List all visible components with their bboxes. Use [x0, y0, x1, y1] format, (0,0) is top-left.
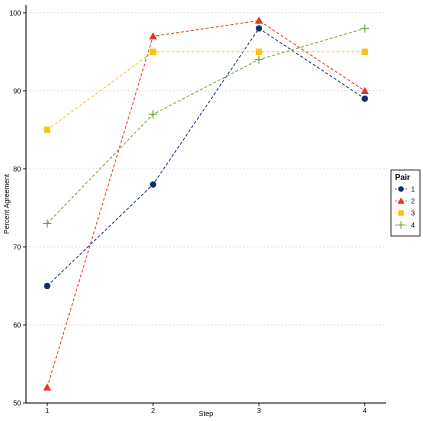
grid: [26, 12, 386, 404]
legend-label: 2: [411, 199, 415, 206]
legend-item-4: 4: [395, 221, 415, 230]
axes: [25, 5, 386, 404]
data-point-series-3: [43, 126, 51, 134]
series-4: [43, 24, 369, 228]
x-tick-label: 4: [363, 408, 367, 415]
series-2: [43, 16, 369, 391]
legend-marker: [397, 221, 405, 229]
data-point-series-2: [360, 86, 369, 95]
y-axis-title: Percent Agreement: [4, 174, 11, 234]
legend-marker: [398, 186, 404, 192]
legend: Pair 1 2 3 4: [390, 169, 421, 237]
legend-title: Pair: [395, 173, 410, 182]
data-point-series-4: [43, 219, 52, 228]
legend-item-1: 1: [395, 186, 415, 194]
legend-marker: [397, 197, 405, 204]
data-point-series-1: [255, 25, 263, 32]
x-axis-title: Step: [199, 411, 214, 418]
data-point-series-1: [43, 282, 51, 290]
series-line-1: [46, 27, 366, 287]
data-point-series-3: [149, 48, 157, 56]
legend-items: 1 2 3 4: [395, 186, 415, 230]
data-point-series-1: [149, 181, 157, 188]
data-point-series-2: [149, 32, 158, 40]
y-tick-label: 50: [13, 401, 21, 408]
x-tick-label: 2: [151, 408, 155, 415]
data-point-series-1: [361, 95, 369, 102]
series-3: [43, 48, 369, 134]
x-tick-label: 1: [45, 408, 49, 415]
y-tick-label: 60: [13, 322, 21, 329]
legend-item-2: 2: [395, 197, 415, 206]
data-point-series-2: [254, 16, 263, 24]
y-tick-label: 70: [13, 244, 21, 251]
data-point-series-4: [148, 110, 158, 119]
data-point-series-3: [361, 48, 369, 56]
series-line-2: [46, 20, 366, 388]
data-point-series-3: [255, 48, 263, 56]
legend-item-3: 3: [395, 210, 415, 218]
series: [43, 16, 369, 391]
data-point-series-4: [360, 24, 369, 33]
series-line-4: [46, 27, 365, 224]
x-axis-ticks: 1 2 3 4: [45, 403, 367, 415]
data-point-series-2: [43, 383, 52, 391]
y-axis-ticks: 50 60 70 80 90 100: [9, 10, 26, 408]
y-tick-label: 100: [9, 10, 21, 17]
y-tick-label: 90: [13, 88, 21, 95]
series-line-3: [46, 51, 365, 131]
series-1: [43, 25, 369, 290]
legend-label: 4: [411, 223, 415, 230]
legend-label: 3: [411, 211, 415, 218]
x-tick-label: 3: [257, 408, 261, 415]
y-tick-label: 80: [13, 166, 21, 173]
data-point-series-4: [254, 55, 264, 64]
legend-label: 1: [411, 187, 415, 194]
legend-marker: [398, 210, 404, 216]
